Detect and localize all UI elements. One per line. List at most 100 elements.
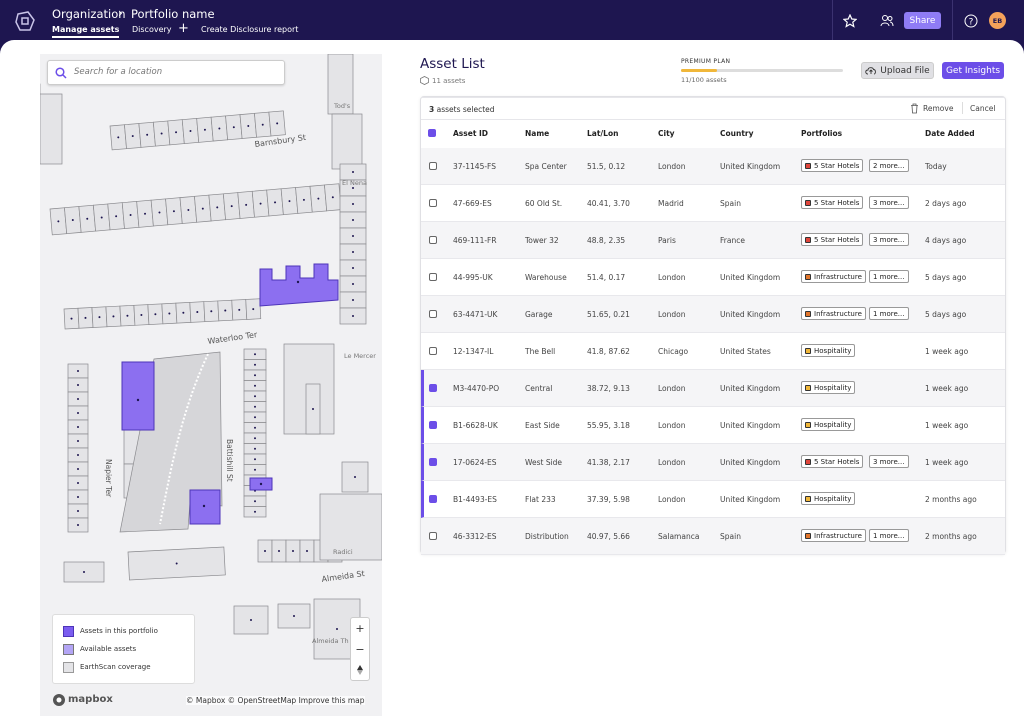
asset-dot: [331, 196, 334, 199]
legend-swatch: [63, 644, 74, 655]
tab[interactable]: Discovery: [132, 25, 172, 34]
attribution[interactable]: © Mapbox © OpenStreetMap Improve this ma…: [186, 696, 365, 705]
cancel-button[interactable]: Cancel: [970, 104, 996, 113]
asset-dot: [140, 313, 143, 316]
insights-button[interactable]: Get Insights: [942, 62, 1004, 79]
portfolio-tag[interactable]: 5 Star Hotels: [801, 455, 864, 468]
cell-city: Chicago: [658, 347, 689, 356]
row-checkbox[interactable]: [429, 495, 437, 503]
asset-dot: [306, 550, 308, 552]
portfolio-tag[interactable]: 5 Star Hotels: [801, 159, 864, 172]
portfolio-tag[interactable]: Hospitality: [801, 344, 856, 357]
search-box[interactable]: [47, 60, 285, 85]
zoom-in[interactable]: +: [355, 621, 365, 635]
row-checkbox[interactable]: [429, 347, 437, 355]
more-tag[interactable]: 1 more...: [869, 270, 909, 283]
building: [40, 93, 63, 165]
portfolio-tag[interactable]: Infrastructure: [801, 307, 866, 320]
divider: [421, 97, 1005, 98]
asset-dot: [126, 314, 129, 317]
portfolio-tag[interactable]: Hospitality: [801, 381, 856, 394]
portfolio-tag[interactable]: Infrastructure: [801, 270, 866, 283]
row-checkbox[interactable]: [429, 199, 437, 207]
row-checkbox[interactable]: [429, 310, 437, 318]
more-tag[interactable]: 3 more...: [869, 455, 909, 468]
row-checkbox[interactable]: [429, 273, 437, 281]
tab[interactable]: Create Disclosure report: [201, 25, 299, 34]
column-header: City: [658, 129, 675, 138]
portfolio-tag[interactable]: Hospitality: [801, 418, 856, 431]
table-row[interactable]: 12-1347-IL The Bell 41.8, 87.62 Chicago Unit…: [421, 333, 1005, 370]
cell-latlon: 37.39, 5.98: [587, 495, 630, 504]
row-checkbox[interactable]: [429, 458, 437, 466]
cell-latlon: 38.72, 9.13: [587, 384, 630, 393]
portfolio-tag[interactable]: 5 Star Hotels: [801, 233, 864, 246]
upload-label: Upload File: [880, 65, 930, 76]
asset-dot: [352, 267, 354, 269]
table-row[interactable]: M3-4470-PO Central 38.72, 9.13 London United…: [421, 370, 1005, 407]
users-icon[interactable]: [880, 14, 894, 28]
cube-icon: [420, 76, 429, 85]
asset-dot: [100, 216, 103, 219]
table-row[interactable]: 17-0624-ES West Side 41.38, 2.17 London Unit…: [421, 444, 1005, 481]
search-placeholder: Search for a location: [74, 67, 163, 77]
row-checkbox[interactable]: [429, 236, 437, 244]
breadcrumb-portfolio[interactable]: Portfolio name: [131, 7, 215, 21]
cell-city: London: [658, 458, 686, 467]
table-row[interactable]: B1-6628-UK East Side 55.95, 3.18 London Unit…: [421, 407, 1005, 444]
breadcrumb-org[interactable]: Organization: [52, 7, 126, 21]
row-checkbox[interactable]: [429, 421, 437, 429]
more-tag[interactable]: 2 more...: [869, 159, 909, 172]
more-tag[interactable]: 3 more...: [869, 196, 909, 209]
more-tag[interactable]: 1 more...: [869, 307, 909, 320]
table-row[interactable]: 37-1145-FS Spa Center 51.5, 0.12 London Unit…: [421, 148, 1005, 185]
row-checkbox[interactable]: [429, 162, 437, 170]
table-row[interactable]: B1-4493-ES Flat 233 37.39, 5.98 London Unite…: [421, 481, 1005, 518]
tab-active[interactable]: Manage assets: [52, 25, 120, 38]
portfolio-tag[interactable]: Hospitality: [801, 492, 856, 505]
upload-button[interactable]: Upload File: [861, 62, 934, 79]
cell-date: 1 week ago: [925, 421, 969, 430]
portfolio-icon: [805, 199, 811, 206]
selected-text: assets selected: [436, 105, 495, 114]
asset-dot: [117, 136, 120, 139]
asset-dot: [232, 126, 235, 129]
asset-dot: [77, 510, 79, 512]
compass[interactable]: [355, 664, 365, 676]
remove-button[interactable]: Remove: [923, 104, 954, 113]
more-tag[interactable]: 1 more...: [869, 529, 909, 542]
share-button[interactable]: Share: [904, 12, 941, 29]
cell-latlon: 41.8, 87.62: [587, 347, 630, 356]
table-row[interactable]: 44-995-UK Warehouse 51.4, 0.17 London United…: [421, 259, 1005, 296]
usage-label: 11/100 assets: [681, 76, 727, 84]
portfolio-name: Hospitality: [814, 383, 852, 392]
star-icon[interactable]: [843, 14, 857, 28]
cell-id: B1-6628-UK: [453, 421, 498, 430]
row-checkbox[interactable]: [429, 384, 437, 392]
table-row[interactable]: 63-4471-UK Garage 51.65, 0.21 London United …: [421, 296, 1005, 333]
help-icon[interactable]: ?: [964, 14, 978, 28]
table-row[interactable]: 47-669-ES 60 Old St. 40.41, 3.70 Madrid Spai…: [421, 185, 1005, 222]
cell-id: 44-995-UK: [453, 273, 493, 282]
asset-dot: [160, 132, 163, 135]
column-header: Date Added: [925, 129, 975, 138]
portfolio-tag[interactable]: 5 Star Hotels: [801, 196, 864, 209]
avatar[interactable]: EB: [989, 12, 1006, 29]
asset-dot: [254, 374, 256, 377]
portfolio-tag[interactable]: Infrastructure: [801, 529, 866, 542]
asset-dot: [254, 437, 256, 440]
cell-id: B1-4493-ES: [453, 495, 497, 504]
add-tab[interactable]: +: [178, 21, 189, 36]
asset-dot: [352, 299, 354, 301]
table-row[interactable]: 469-111-FR Tower 32 48.8, 2.35 Paris France 5…: [421, 222, 1005, 259]
table-row[interactable]: 46-3312-ES Distribution 40.97, 5.66 Salaman…: [421, 518, 1005, 555]
select-all[interactable]: [428, 129, 436, 137]
map[interactable]: Barnsbury St Waterloo Ter Napier Ter Bat…: [40, 54, 382, 716]
logo[interactable]: [14, 10, 36, 32]
portfolio-icon: [805, 532, 811, 539]
row-checkbox[interactable]: [429, 532, 437, 540]
cell-date: 2 days ago: [925, 199, 967, 208]
zoom-out[interactable]: −: [355, 642, 365, 656]
more-tag[interactable]: 3 more...: [869, 233, 909, 246]
cell-city: London: [658, 421, 686, 430]
